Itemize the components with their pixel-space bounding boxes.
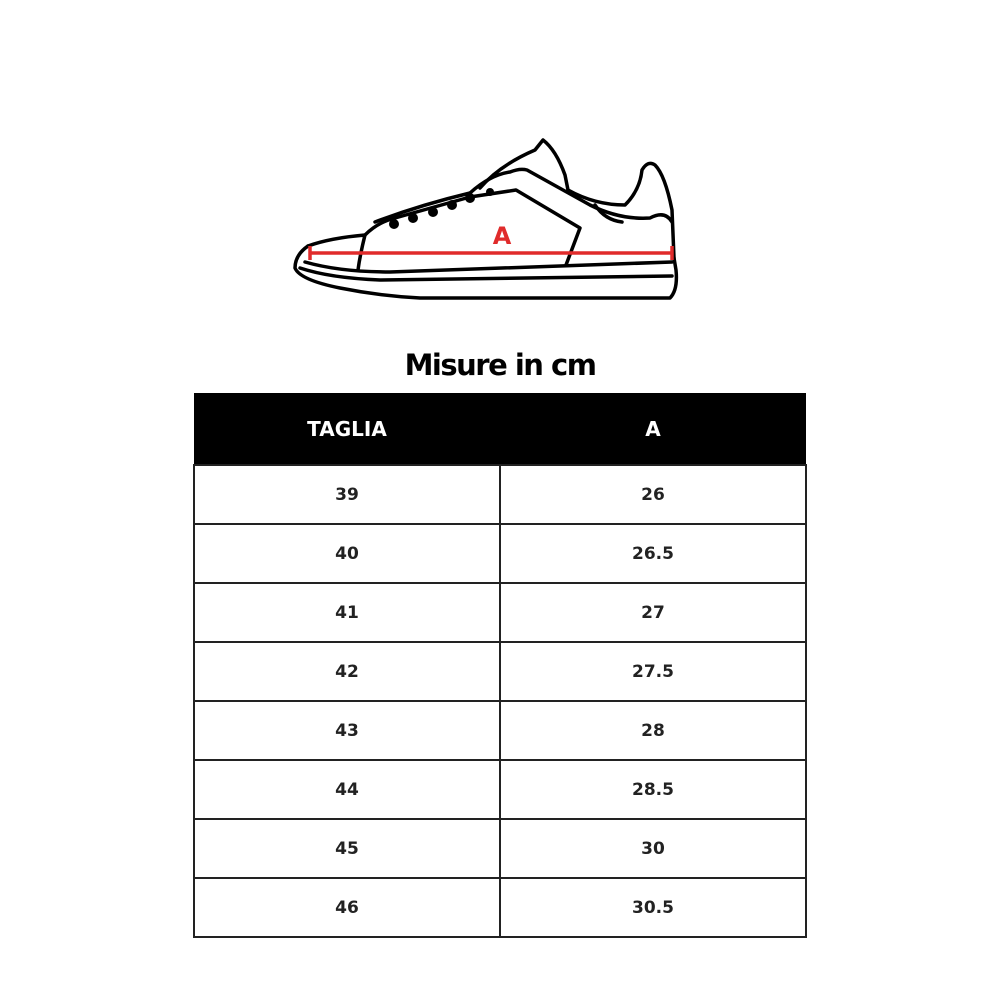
header-a: A [500, 393, 806, 465]
table-row: 39 26 [193, 464, 807, 525]
size-cell: 43 [193, 700, 501, 761]
table-row: 40 26.5 [193, 523, 807, 584]
size-cell: 45 [193, 818, 501, 879]
size-cell: 39 [193, 464, 501, 525]
table-row: 46 30.5 [193, 877, 807, 938]
table-header-row: TAGLIA A [194, 393, 806, 465]
length-cell: 28.5 [499, 759, 807, 820]
measure-label: A [493, 222, 512, 250]
size-cell: 44 [193, 759, 501, 820]
size-cell: 41 [193, 582, 501, 643]
header-taglia: TAGLIA [194, 393, 500, 465]
length-cell: 30 [499, 818, 807, 879]
size-table: TAGLIA A 39 26 40 26.5 41 27 42 27.5 43 28 44 28.5 4… [193, 393, 807, 938]
size-cell: 40 [193, 523, 501, 584]
table-row: 43 28 [193, 700, 807, 761]
length-cell: 27.5 [499, 641, 807, 702]
size-cell: 42 [193, 641, 501, 702]
lace-holes [389, 188, 494, 229]
length-cell: 28 [499, 700, 807, 761]
length-cell: 27 [499, 582, 807, 643]
measurement-line-a [308, 246, 674, 260]
table-row: 44 28.5 [193, 759, 807, 820]
length-cell: 30.5 [499, 877, 807, 938]
table-row: 42 27.5 [193, 641, 807, 702]
length-cell: 26 [499, 464, 807, 525]
size-cell: 46 [193, 877, 501, 938]
table-row: 41 27 [193, 582, 807, 643]
length-cell: 26.5 [499, 523, 807, 584]
page-title: Misure in cm [404, 348, 597, 382]
table-row: 45 30 [193, 818, 807, 879]
sneaker-illustration: A [293, 138, 679, 300]
